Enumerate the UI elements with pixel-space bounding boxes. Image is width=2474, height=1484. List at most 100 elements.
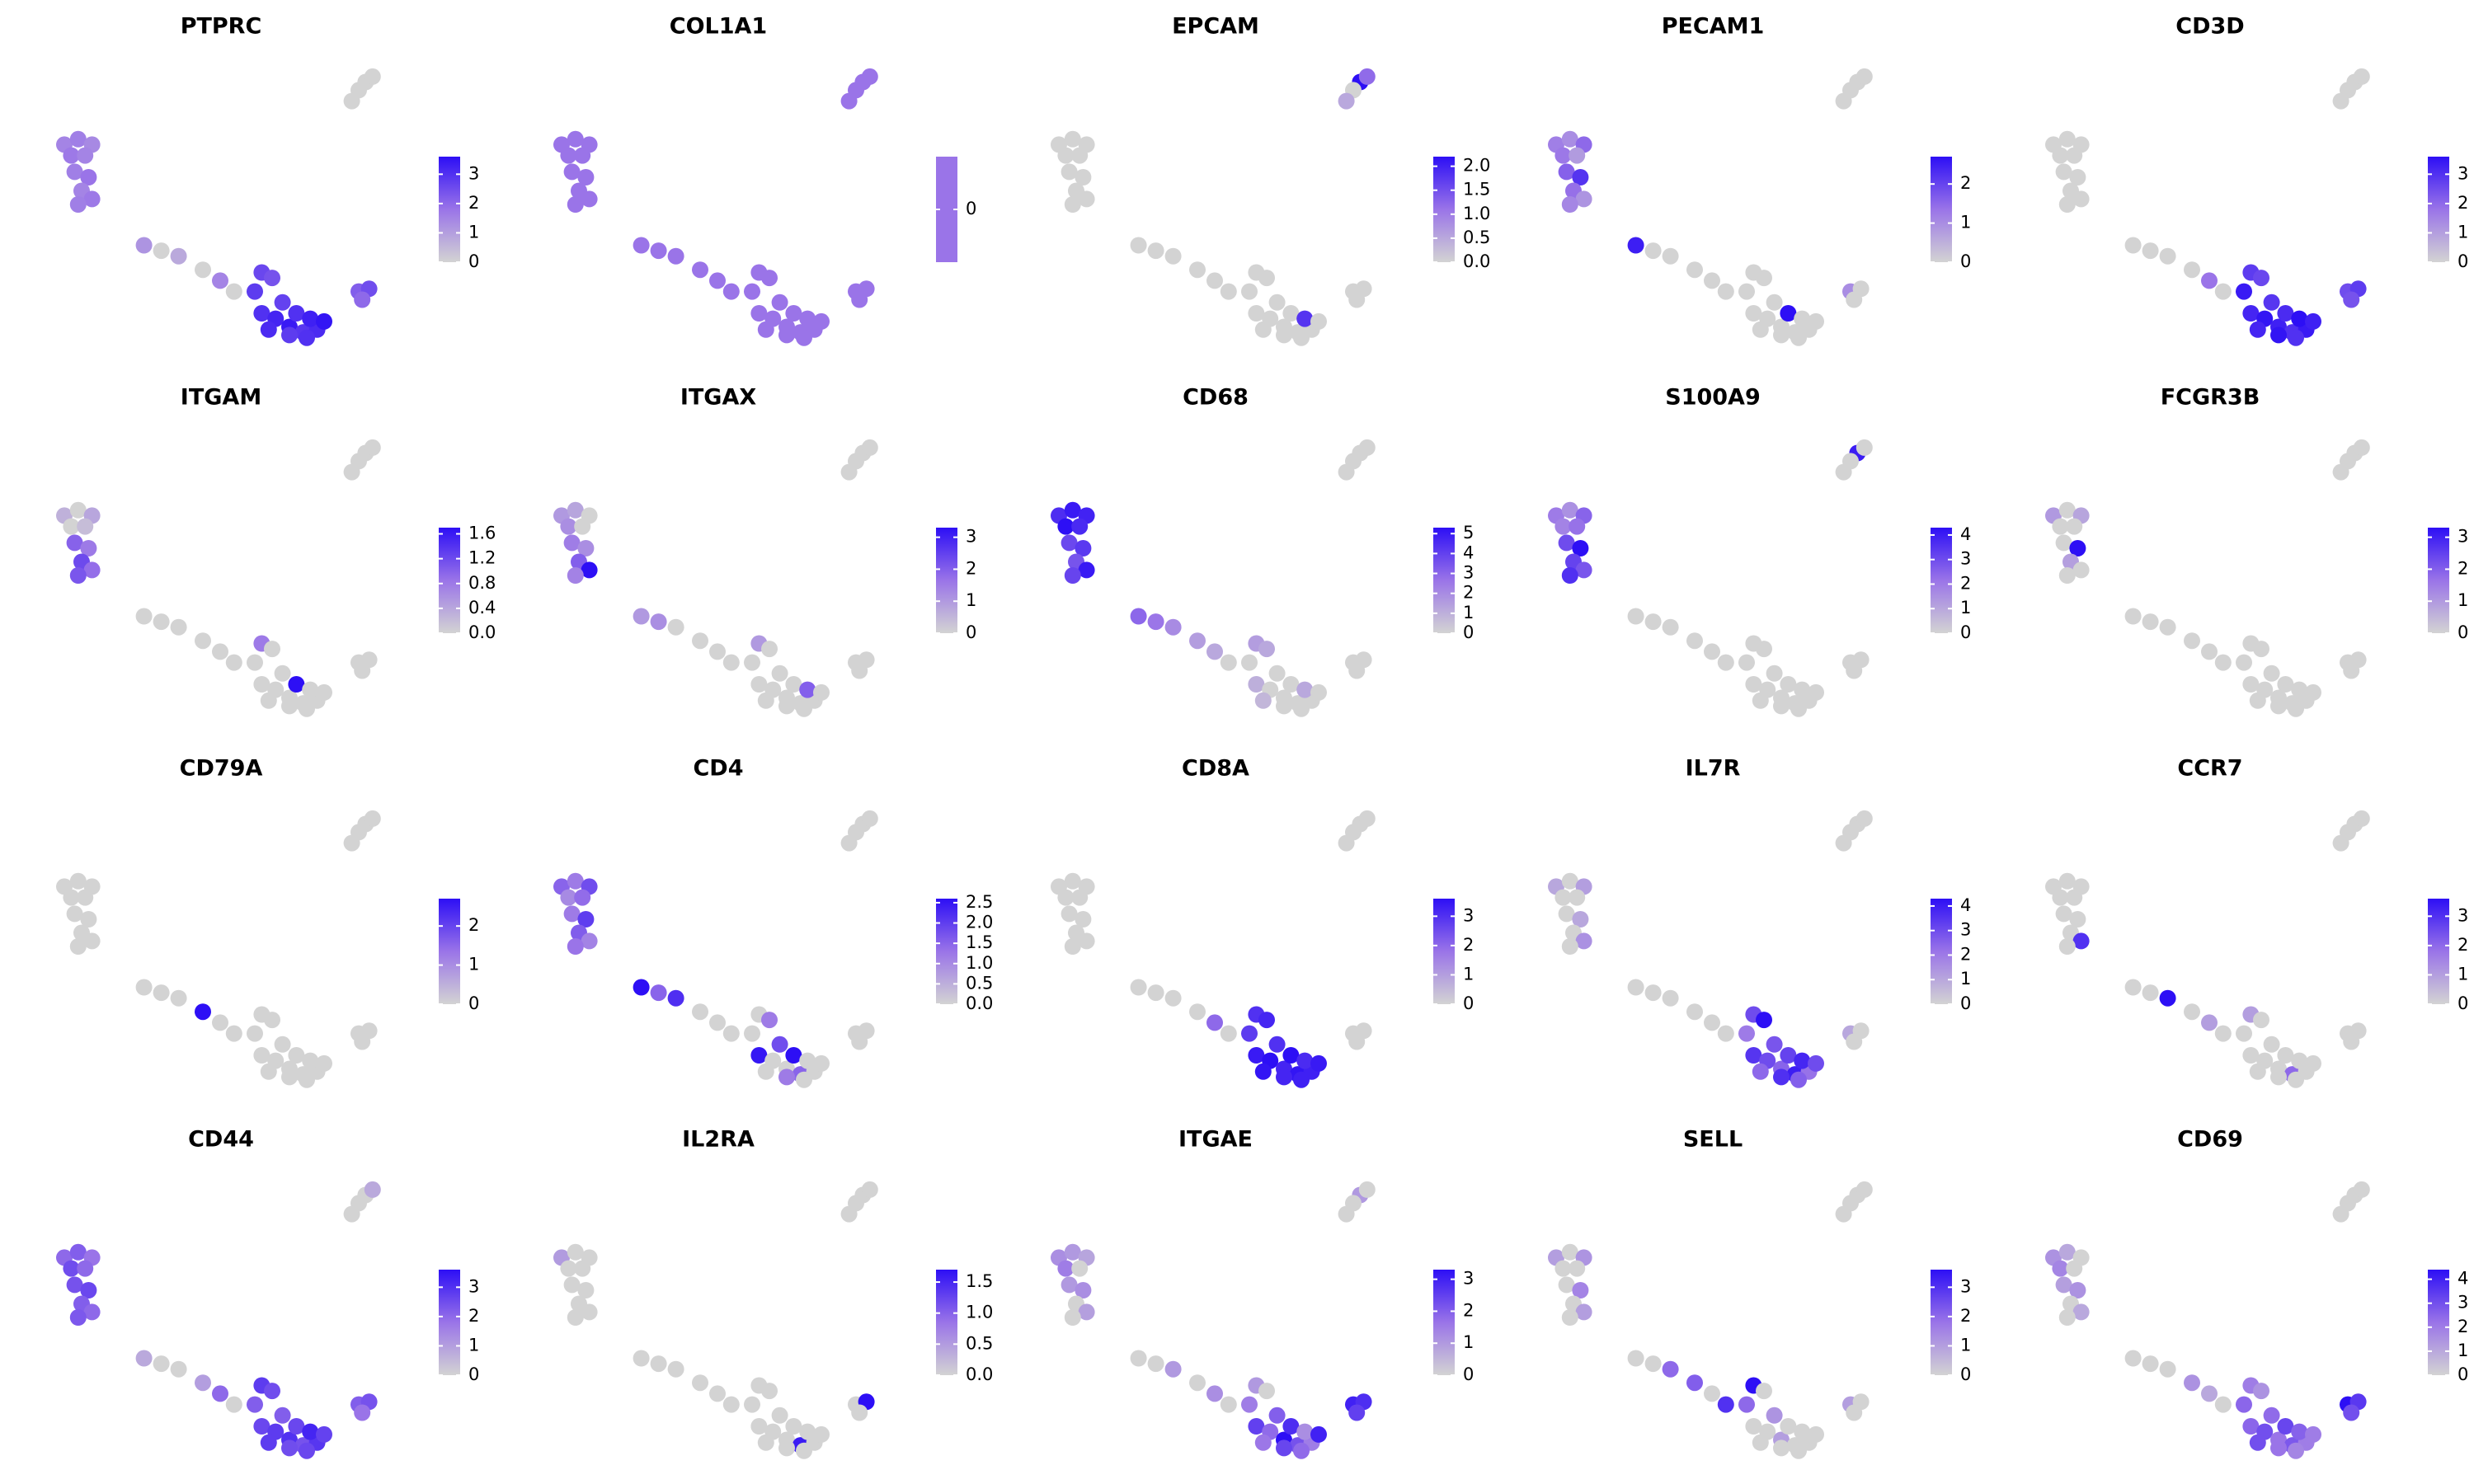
cell-point	[2142, 242, 2159, 260]
cell-point	[316, 312, 332, 330]
cell-point	[1164, 1360, 1182, 1378]
cell-point	[744, 1025, 760, 1042]
cell-point	[63, 147, 80, 164]
cell-point	[778, 1068, 795, 1086]
cell-point	[2184, 632, 2200, 650]
cell-point	[1206, 643, 1223, 660]
cell-point	[1310, 1054, 1327, 1072]
cell-point	[1561, 938, 1578, 955]
cell-point	[1075, 1282, 1092, 1298]
feature-plot: EPCAM 0.0 0.5 1.0 1.5 2.0	[1051, 14, 1490, 346]
cell-point	[288, 305, 305, 322]
cell-point	[1057, 518, 1075, 535]
cell-point	[281, 697, 298, 715]
cell-point	[813, 683, 830, 701]
cell-point	[1241, 1025, 1258, 1042]
cell-point	[247, 1025, 263, 1042]
cell-point	[1268, 1407, 1286, 1424]
cell-point	[1248, 1047, 1265, 1064]
cell-point	[2055, 905, 2072, 923]
cell-point	[1835, 1205, 1852, 1223]
cell-point	[1766, 1407, 1783, 1424]
cell-point	[1296, 1423, 1314, 1440]
cell-point	[633, 237, 650, 254]
cell-point	[281, 326, 298, 344]
cell-point	[77, 889, 94, 906]
cell-point	[1130, 237, 1147, 254]
cell-point	[2236, 654, 2252, 671]
cell-point	[1057, 147, 1075, 164]
cell-point	[135, 1350, 153, 1367]
cell-point	[83, 190, 101, 208]
cell-point	[1338, 92, 1355, 110]
cell-point	[574, 147, 591, 164]
cell-point	[1130, 1350, 1147, 1367]
cell-point	[1241, 1396, 1258, 1413]
cell-point	[574, 518, 591, 535]
colorbar-tick-label: 2.5	[966, 892, 993, 912]
cell-point	[722, 283, 740, 300]
panel-title: ITGAX	[680, 385, 757, 411]
cell-point	[2124, 979, 2142, 996]
colorbar-tick-label: 1	[468, 222, 479, 242]
cell-point	[1282, 1418, 1300, 1435]
cell-point	[2058, 130, 2076, 148]
cell-point	[63, 1260, 80, 1277]
cell-point	[281, 1439, 298, 1457]
cell-point	[1561, 130, 1578, 148]
cell-point	[1846, 662, 1863, 679]
cell-point	[744, 283, 760, 300]
colorbar-tick-label: 0	[1960, 993, 1971, 1013]
cell-point	[581, 932, 598, 950]
cell-point	[785, 676, 802, 693]
colorbar-tick-label: 1.0	[966, 1303, 993, 1322]
cell-point	[1790, 1071, 1807, 1088]
cell-point	[2253, 641, 2269, 658]
colorbar-tick-label: 5	[1463, 523, 1474, 542]
panel-title: IL2RA	[682, 1127, 755, 1153]
feature-plot: CD44 0 1 2 3	[56, 1127, 479, 1459]
cell-point	[135, 608, 153, 625]
cell-point	[2184, 261, 2200, 279]
cell-point	[1064, 196, 1081, 213]
cell-point	[761, 641, 778, 658]
cell-point	[1206, 1014, 1223, 1031]
cell-point	[1147, 1355, 1164, 1373]
colorbar-tick-label: 1.2	[468, 548, 496, 568]
cell-point	[1572, 169, 1589, 186]
cell-point	[1147, 984, 1164, 1002]
cell-point	[77, 518, 94, 535]
cell-point	[1189, 1003, 1206, 1021]
cell-point	[2291, 681, 2308, 698]
cell-point	[2263, 1407, 2280, 1424]
colorbar	[439, 528, 460, 633]
cell-point	[692, 1374, 708, 1392]
feature-plot: ITGAX 0 1 2 3	[553, 385, 976, 717]
colorbar-tick-label: 1	[2458, 1341, 2468, 1360]
cell-point	[66, 534, 83, 552]
cell-point	[861, 439, 878, 456]
cell-point	[1745, 305, 1762, 322]
cell-point	[1061, 163, 1078, 181]
cell-point	[2072, 561, 2090, 579]
cell-point	[2236, 1396, 2252, 1413]
cell-point	[785, 1047, 802, 1064]
colorbar-tick-label: 1	[468, 1335, 479, 1355]
colorbar-tick-label: 2	[1960, 944, 1971, 964]
cell-point	[1276, 697, 1292, 715]
cell-point	[2201, 272, 2218, 289]
cell-point	[69, 501, 87, 519]
cell-point	[288, 1418, 305, 1435]
cell-point	[364, 1181, 381, 1198]
cell-point	[2305, 683, 2321, 701]
cell-point	[567, 872, 584, 890]
cell-point	[2184, 1003, 2200, 1021]
cell-point	[1704, 1014, 1720, 1031]
cell-point	[264, 1012, 280, 1029]
cell-point	[2069, 911, 2086, 928]
cell-point	[813, 1425, 830, 1443]
cell-point	[1808, 683, 1824, 701]
cell-point	[667, 247, 684, 265]
colorbar-tick-label: 2	[2458, 1317, 2468, 1336]
panel-title: CD8A	[1182, 756, 1249, 782]
